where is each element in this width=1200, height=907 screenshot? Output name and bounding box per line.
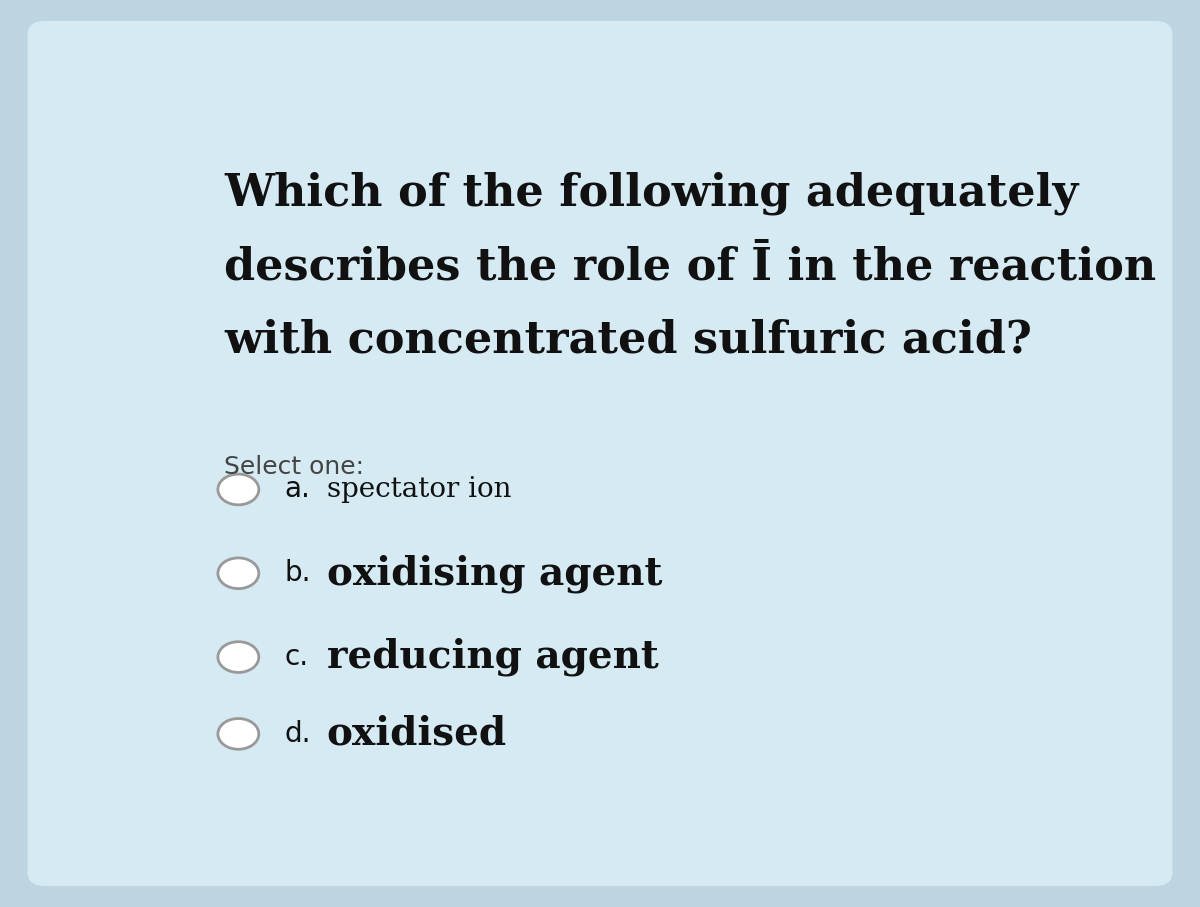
- Text: oxidised: oxidised: [326, 715, 506, 753]
- Circle shape: [218, 474, 259, 505]
- Text: b.: b.: [284, 560, 311, 587]
- Text: oxidising agent: oxidising agent: [326, 554, 662, 592]
- Text: Select one:: Select one:: [224, 454, 365, 479]
- Text: describes the role of Ī in the reaction: describes the role of Ī in the reaction: [224, 245, 1157, 288]
- Text: spectator ion: spectator ion: [326, 476, 511, 503]
- Text: a.: a.: [284, 475, 311, 503]
- Text: reducing agent: reducing agent: [326, 638, 659, 677]
- Circle shape: [218, 642, 259, 672]
- Circle shape: [218, 718, 259, 749]
- Text: c.: c.: [284, 643, 308, 671]
- Text: Which of the following adequately: Which of the following adequately: [224, 171, 1079, 215]
- Circle shape: [218, 558, 259, 589]
- Text: with concentrated sulfuric acid?: with concentrated sulfuric acid?: [224, 318, 1032, 361]
- Text: d.: d.: [284, 720, 311, 748]
